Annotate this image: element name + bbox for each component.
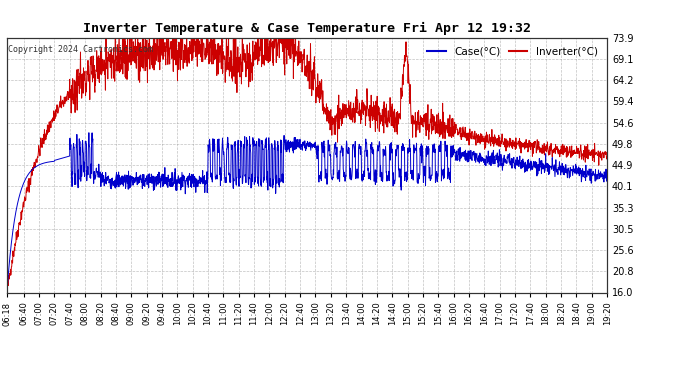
Text: Copyright 2024 Cartronics.com: Copyright 2024 Cartronics.com: [8, 45, 152, 54]
Title: Inverter Temperature & Case Temperature Fri Apr 12 19:32: Inverter Temperature & Case Temperature …: [83, 22, 531, 35]
Legend: Case(°C), Inverter(°C): Case(°C), Inverter(°C): [423, 43, 602, 61]
